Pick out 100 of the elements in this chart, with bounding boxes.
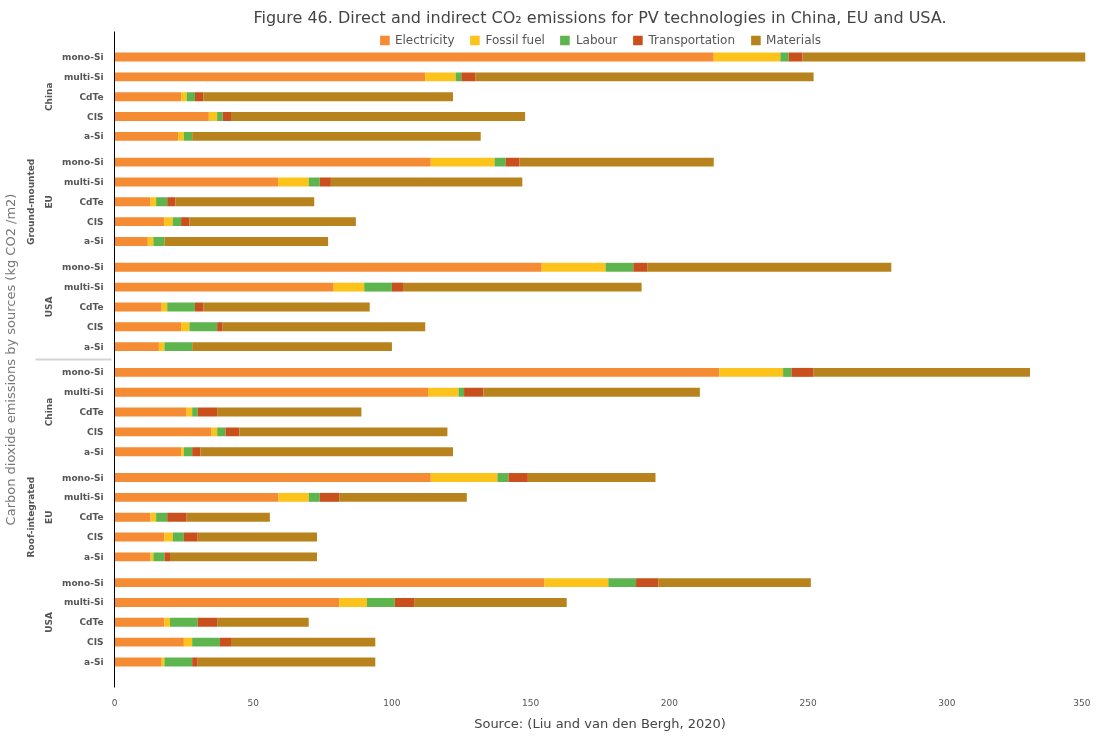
bar (219, 637, 232, 647)
bar (231, 637, 376, 647)
bar (114, 302, 162, 312)
bar (780, 52, 789, 62)
chart-title: Figure 46. Direct and indirect CO₂ emissions for PV technologies in China, EU and USA. (253, 7, 947, 27)
y-tick-label: mono-Si (62, 52, 104, 63)
bar (156, 512, 168, 522)
legend-label: Materials (766, 33, 822, 47)
bar (189, 322, 218, 332)
bar (114, 637, 184, 647)
y-tick-label: CIS (87, 426, 104, 437)
bar (391, 282, 404, 292)
bar (114, 322, 182, 332)
y-tick-label: multi-Si (63, 387, 104, 398)
bar (278, 492, 309, 502)
bar (156, 197, 168, 207)
bar (167, 302, 195, 312)
bar (647, 262, 892, 272)
bar (183, 637, 193, 647)
bar (114, 72, 426, 82)
bar (200, 447, 453, 457)
bar (203, 92, 453, 102)
text: Ground-mounted (26, 158, 37, 245)
x-tick-label: 0 (111, 697, 118, 708)
bar (788, 52, 803, 62)
bar (114, 492, 279, 502)
bar (172, 217, 182, 227)
y-tick-label: CdTe (79, 91, 104, 102)
bar (114, 387, 428, 397)
bar (217, 407, 362, 417)
bar (278, 177, 309, 187)
bar (192, 447, 201, 457)
bar (186, 512, 270, 522)
y-tick-label: mono-Si (62, 262, 104, 273)
bar (114, 217, 165, 227)
y-tick-label: a-Si (84, 341, 104, 352)
bar (494, 157, 506, 167)
bar (633, 262, 648, 272)
bar (114, 157, 431, 167)
legend-label: Labour (575, 33, 618, 47)
x-tick-label: 150 (522, 697, 540, 708)
bar (483, 387, 700, 397)
bar (211, 427, 218, 437)
text: USA (44, 296, 55, 318)
bar (217, 322, 223, 332)
bar (114, 262, 542, 272)
bar (519, 157, 714, 167)
bar (114, 197, 151, 207)
y-tick-label: mono-Si (62, 367, 104, 378)
legend-label: Fossil fuel (485, 33, 545, 47)
y-tick-label: CIS (87, 321, 104, 332)
text: China (44, 397, 55, 427)
y-tick-label: multi-Si (63, 597, 104, 608)
bar (308, 492, 320, 502)
bar (333, 282, 365, 292)
bar (164, 217, 173, 227)
bar (164, 552, 170, 562)
bar (461, 72, 476, 82)
x-tick-label: 250 (799, 697, 817, 708)
bar (403, 282, 642, 292)
y-tick-label: a-Si (84, 131, 104, 142)
bar (181, 92, 187, 102)
bar (339, 492, 467, 502)
bar (225, 427, 240, 437)
bar (167, 512, 187, 522)
legend-label: Transportation (648, 33, 736, 47)
bar (197, 407, 218, 417)
bar (217, 427, 226, 437)
text: EU (44, 195, 55, 209)
y-tick-label: multi-Si (63, 282, 104, 293)
bar (239, 427, 448, 437)
y-tick-label: CdTe (79, 301, 104, 312)
bar (114, 407, 187, 417)
bar (186, 92, 195, 102)
bar (169, 617, 198, 627)
bar (194, 92, 204, 102)
bar (114, 512, 151, 522)
y-tick-label: a-Si (84, 656, 104, 667)
bar (114, 92, 182, 102)
bar (114, 552, 151, 562)
bar (192, 657, 198, 667)
bar (217, 617, 309, 627)
bar (164, 617, 170, 627)
bar (455, 72, 462, 82)
y-tick-label: multi-Si (63, 71, 104, 82)
bar (169, 552, 318, 562)
y-tick-label: CdTe (79, 407, 104, 418)
bar (319, 492, 340, 502)
bar (114, 282, 334, 292)
bar (183, 447, 193, 457)
bar (197, 617, 218, 627)
bar (167, 197, 176, 207)
bar (427, 387, 459, 397)
bar (183, 532, 198, 542)
bar (114, 447, 182, 457)
y-tick-label: CdTe (79, 512, 104, 523)
text: Roof-integrated (26, 476, 37, 558)
bar (458, 387, 465, 397)
bar (114, 52, 714, 62)
bar (430, 157, 495, 167)
